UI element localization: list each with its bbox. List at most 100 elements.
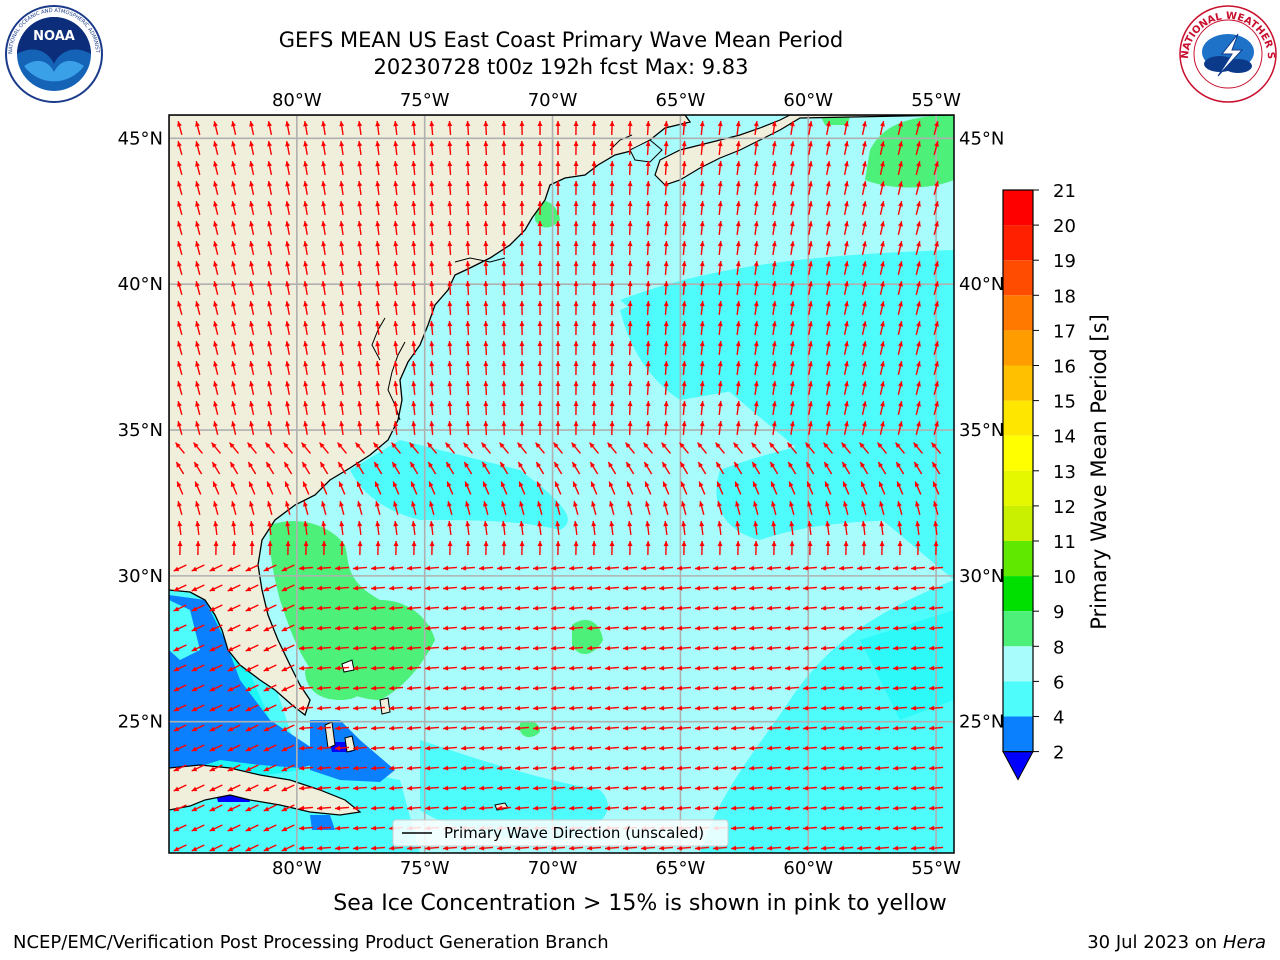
- wave-arrow-head: [515, 665, 521, 671]
- wave-arrow-head: [411, 141, 417, 147]
- wave-arrow-head: [609, 181, 615, 187]
- wave-arrow-head: [195, 321, 200, 327]
- wave-arrow-head: [357, 361, 363, 367]
- wave-arrow-head: [501, 281, 507, 287]
- wave-arrow-head: [713, 725, 719, 731]
- wave-arrow-head: [677, 805, 683, 811]
- wave-arrow-head: [555, 361, 561, 367]
- wave-arrow-head: [357, 281, 363, 287]
- wave-arrow-head: [464, 462, 470, 468]
- wave-arrow-head: [825, 201, 831, 207]
- wave-arrow-head: [231, 501, 236, 507]
- wave-arrow-head: [227, 726, 234, 732]
- wave-arrow-head: [231, 521, 237, 527]
- noaa-logo-text: NOAA: [33, 29, 75, 44]
- wave-arrow-head: [263, 646, 270, 652]
- wave-arrow-head: [555, 521, 561, 527]
- wave-arrow-head: [497, 665, 503, 671]
- wave-arrow-head: [752, 462, 758, 468]
- wave-arrow-head: [916, 301, 921, 307]
- wave-arrow-head: [537, 341, 543, 347]
- wave-arrow-head: [176, 462, 182, 468]
- wave-arrow-head: [227, 766, 234, 772]
- wave-arrow-head: [371, 765, 377, 771]
- wave-arrow-head: [483, 341, 489, 347]
- wave-arrow-head: [587, 565, 593, 571]
- wave-arrow-head: [663, 501, 668, 507]
- wave-arrow-head: [533, 845, 539, 851]
- wave-arrow-head: [609, 401, 615, 407]
- wave-arrow-head: [807, 541, 813, 547]
- wave-arrow-head: [695, 725, 701, 731]
- wave-arrow-head: [821, 745, 827, 751]
- wave-arrow-head: [731, 605, 737, 611]
- wave-arrow-head: [267, 381, 273, 387]
- wave-arrow-head: [375, 201, 381, 207]
- wave-arrow-head: [371, 665, 377, 671]
- wave-arrow-head: [787, 442, 793, 449]
- wave-arrow-head: [699, 321, 705, 327]
- wave-arrow-head: [569, 625, 575, 631]
- wave-arrow-head: [789, 141, 795, 147]
- wave-arrow-head: [411, 121, 417, 127]
- wave-arrow-head: [191, 806, 198, 812]
- wave-arrow-head: [389, 845, 395, 851]
- wave-arrow-head: [659, 625, 665, 631]
- wave-arrow-head: [393, 541, 399, 547]
- lat-tick-label-right: 35°N: [959, 420, 1004, 441]
- lat-tick-label-left: 45°N: [118, 128, 163, 149]
- wave-arrow-head: [591, 401, 597, 407]
- colorbar-segment: [1003, 330, 1033, 366]
- wave-arrow-head: [911, 665, 917, 671]
- wave-arrow-head: [771, 261, 777, 267]
- wave-arrow-head: [231, 321, 236, 327]
- wave-arrow-head: [932, 481, 938, 488]
- wave-arrow-head: [933, 521, 939, 527]
- wave-arrow-head: [303, 221, 309, 227]
- wave-arrow-head: [893, 745, 899, 751]
- wave-arrow-head: [353, 645, 359, 651]
- wave-arrow-head: [898, 281, 903, 287]
- wave-arrow-head: [641, 605, 647, 611]
- wave-arrow-head: [195, 361, 200, 367]
- wave-arrow-head: [519, 281, 525, 287]
- wave-arrow-head: [767, 585, 773, 591]
- wave-arrow-head: [537, 221, 543, 227]
- wave-arrow-head: [587, 585, 593, 591]
- wave-arrow-head: [934, 201, 939, 207]
- wave-arrow-head: [371, 845, 377, 851]
- wave-arrow-head: [537, 141, 543, 147]
- wave-arrow-head: [407, 745, 413, 751]
- wave-arrow-head: [335, 805, 341, 811]
- wave-arrow-head: [533, 605, 539, 611]
- wave-arrow-head: [461, 705, 467, 711]
- wave-arrow-head: [789, 381, 795, 387]
- wave-arrow-head: [173, 666, 180, 672]
- wave-arrow-head: [209, 846, 216, 852]
- wave-arrow-head: [447, 121, 453, 127]
- lat-tick-label-right: 40°N: [959, 274, 1004, 295]
- wave-arrow-head: [303, 401, 309, 407]
- wave-arrow-head: [717, 281, 723, 287]
- wave-direction-arrows: [173, 120, 944, 852]
- wave-arrow-head: [213, 201, 218, 207]
- wave-arrow-head: [839, 745, 845, 751]
- wave-arrow-head: [303, 281, 309, 287]
- wave-arrow-head: [898, 141, 903, 147]
- wave-arrow-head: [735, 241, 741, 247]
- wave-arrow-head: [393, 361, 399, 367]
- wave-arrow-head: [285, 161, 291, 167]
- wave-arrow-head: [627, 341, 633, 347]
- wave-arrow-head: [339, 201, 345, 207]
- wave-arrow-head: [861, 161, 867, 167]
- wave-arrow-head: [303, 121, 309, 127]
- wave-arrow-head: [501, 361, 507, 367]
- wave-arrow-head: [915, 541, 921, 547]
- wave-arrow-head: [843, 121, 849, 127]
- wave-arrow-head: [519, 241, 525, 247]
- wave-arrow-head: [934, 261, 939, 267]
- wave-arrow-head: [515, 705, 521, 711]
- wave-arrow-head: [807, 301, 813, 307]
- wave-arrow-head: [335, 725, 341, 731]
- wave-arrow-head: [393, 241, 399, 247]
